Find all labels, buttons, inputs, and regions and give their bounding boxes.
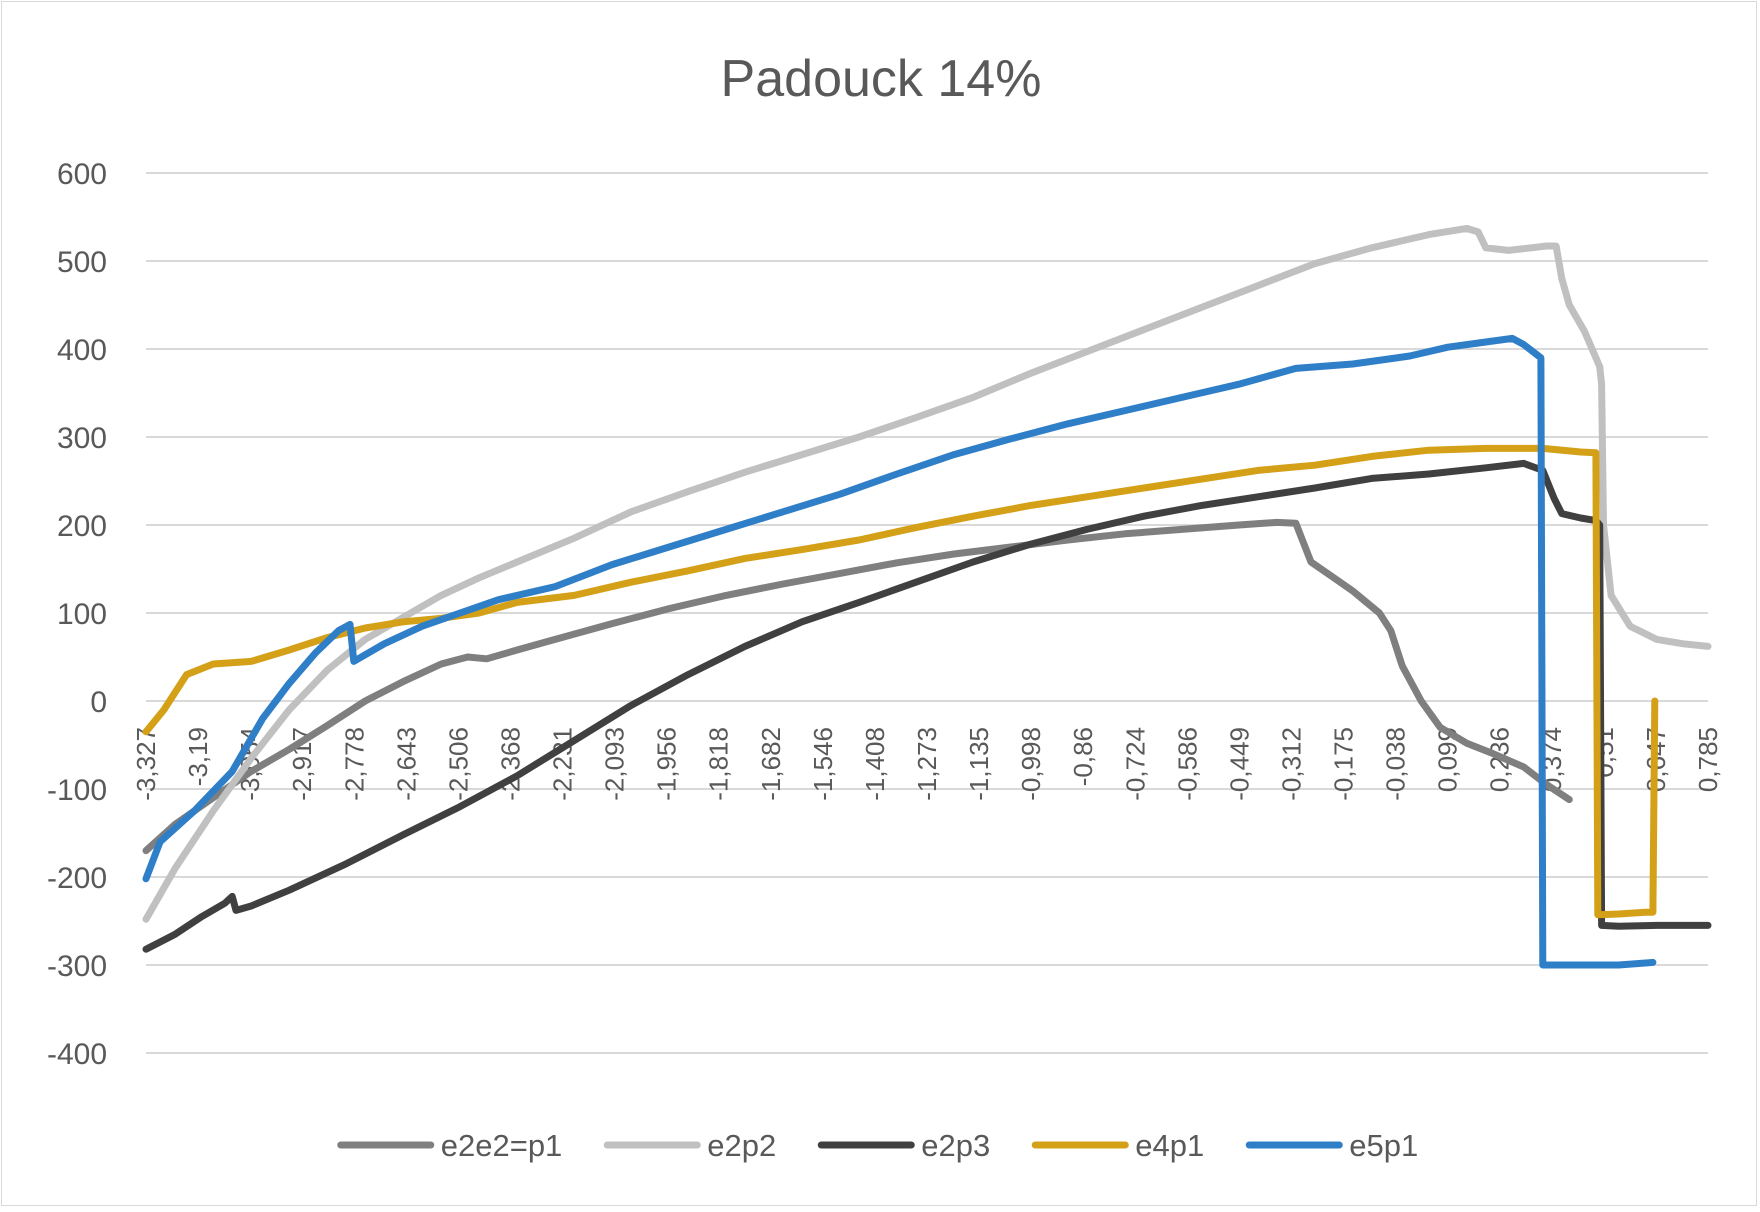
- chart-title: Padouck 14%: [721, 50, 1042, 108]
- series-line-e5p1: [142, 334, 1657, 969]
- x-tick-label: -3,19: [183, 727, 213, 786]
- legend-item: e5p1: [1245, 1128, 1418, 1163]
- y-tick-label: 0: [90, 686, 107, 719]
- legend-label: e5p1: [1349, 1128, 1418, 1163]
- legend-label: e4p1: [1135, 1128, 1204, 1163]
- x-tick-label: -1,818: [704, 727, 734, 801]
- x-tick-label: -2,643: [391, 727, 421, 801]
- x-tick-label: -0,586: [1172, 727, 1202, 801]
- x-tick-label: -1,408: [860, 727, 890, 801]
- legend-label: e2p2: [707, 1128, 776, 1163]
- x-tick-label: -0,724: [1120, 727, 1150, 801]
- legend-item: e2p3: [817, 1128, 990, 1163]
- x-tick-label: -2,093: [600, 727, 630, 801]
- y-tick-label: -400: [47, 1038, 107, 1071]
- x-tick-label: -0,312: [1276, 727, 1306, 801]
- x-tick-label: -0,449: [1224, 727, 1254, 801]
- series-line-e4p1: [142, 444, 1659, 919]
- x-tick-label: -2,368: [495, 727, 525, 801]
- y-tick-label: 400: [57, 334, 107, 367]
- legend-item: e2p2: [603, 1128, 776, 1163]
- x-tick-label: -0,038: [1381, 727, 1411, 801]
- legend: e2e2=p1 e2p2 e2p3 e4p1 e5p1: [337, 1128, 1418, 1163]
- x-tick-label: -3,327: [131, 727, 161, 801]
- x-tick-label: -1,273: [912, 727, 942, 801]
- x-tick-label: -1,546: [808, 727, 838, 801]
- x-tick-label: -0,998: [1016, 727, 1046, 801]
- y-tick-label: 600: [57, 158, 107, 191]
- legend-item: e2e2=p1: [337, 1128, 563, 1163]
- x-tick-label: -2,778: [339, 727, 369, 801]
- legend-item: e4p1: [1031, 1128, 1204, 1163]
- x-axis-tick-labels: -3,327 -3,19 -3,054 -2,917 -2,778 -2,643 -2,50…: [131, 727, 1723, 801]
- y-tick-label: -300: [47, 950, 107, 983]
- x-tick-label: -1,682: [756, 727, 786, 801]
- grid-layer: [146, 172, 1708, 1054]
- y-tick-label: -200: [47, 862, 107, 895]
- series-layer: [142, 224, 1712, 969]
- y-axis-tick-labels: 600 500 400 300 200 100 0 -100 -200 -300 -400: [47, 158, 107, 1071]
- y-tick-label: 100: [57, 598, 107, 631]
- x-tick-label: -2,506: [443, 727, 473, 801]
- y-tick-label: 300: [57, 422, 107, 455]
- x-tick-label: 0,785: [1693, 727, 1723, 792]
- series-line-e2p3: [142, 459, 1712, 953]
- y-tick-label: 200: [57, 510, 107, 543]
- x-tick-label: -1,135: [964, 727, 994, 801]
- legend-label: e2p3: [921, 1128, 990, 1163]
- series-line-e2p2: [142, 224, 1712, 923]
- x-tick-label: -0,175: [1329, 727, 1359, 801]
- x-tick-label: -1,956: [652, 727, 682, 801]
- x-tick-label: -0,86: [1068, 727, 1098, 786]
- y-tick-label: -100: [47, 774, 107, 807]
- legend-label: e2e2=p1: [441, 1128, 563, 1163]
- y-tick-label: 500: [57, 246, 107, 279]
